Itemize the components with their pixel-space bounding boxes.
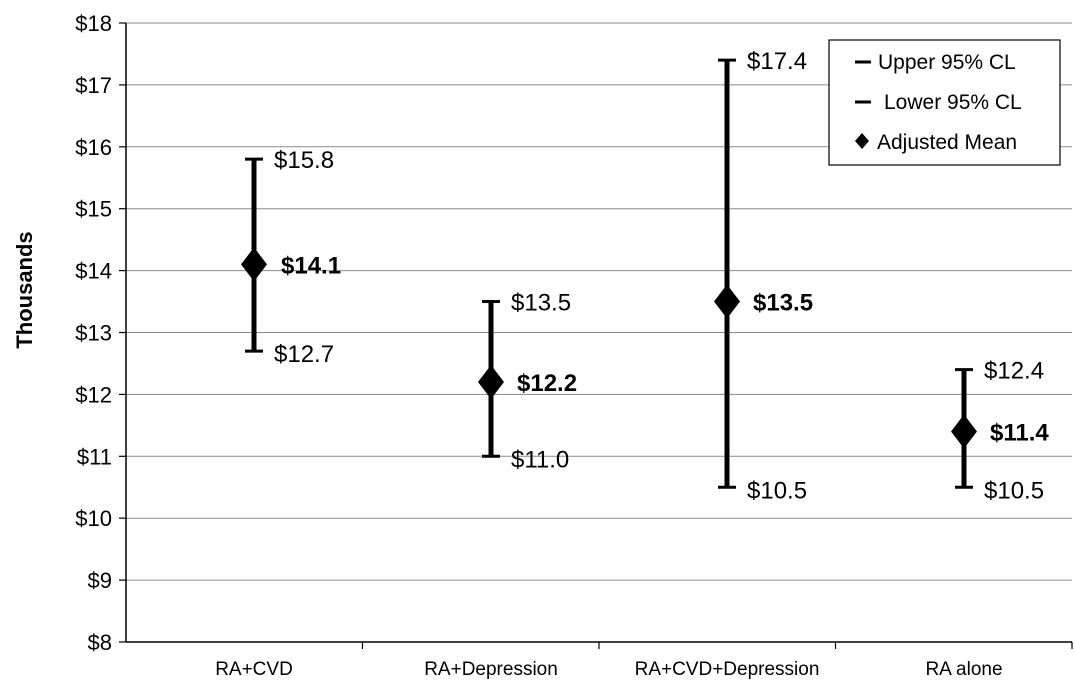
x-category-label: RA+CVD+Depression	[635, 659, 820, 680]
adjusted-mean-label: $11.4	[990, 420, 1049, 447]
adjusted-mean-marker	[714, 284, 740, 319]
legend-lower-label: Lower 95% CL	[884, 91, 1022, 114]
error-bar-group: $17.4 $10.5 $13.5	[714, 48, 813, 504]
legend: Upper 95% CL Lower 95% CL Adjusted Mean	[828, 39, 1061, 166]
y-tick-label: $13	[75, 321, 112, 346]
y-tick-label: $12	[75, 382, 112, 407]
upper-cl-label: $17.4	[747, 48, 807, 75]
y-tick-label: $8	[88, 630, 112, 655]
lower-cl-label: $10.5	[747, 477, 807, 504]
error-bars: $15.8 $12.7 $14.1 $13.5 $11.0 $12.2 $17.4 $10.5…	[241, 48, 1049, 504]
y-tick-labels: $8 $9 $10 $11 $12 $13 $14 $15 $16 $17 $18	[75, 11, 112, 655]
y-tick-label: $10	[75, 506, 112, 531]
lower-cl-label: $12.7	[274, 341, 334, 368]
lower-cl-label: $10.5	[984, 477, 1044, 504]
y-tick-label: $9	[88, 568, 112, 593]
y-tick-label: $11	[77, 444, 112, 469]
x-category-labels: RA+CVD RA+Depression RA+CVD+Depression RA a…	[215, 659, 1002, 680]
error-bar-group: $12.4 $10.5 $11.4	[951, 358, 1049, 504]
adjusted-mean-label: $13.5	[753, 290, 813, 317]
error-bar-group: $15.8 $12.7 $14.1	[241, 147, 341, 368]
x-category-label: RA+CVD	[215, 659, 293, 680]
adjusted-mean-marker	[951, 414, 977, 449]
y-tick-label: $16	[75, 135, 112, 160]
y-axis-title: Thousands	[12, 231, 37, 348]
axes	[119, 22, 1073, 649]
error-bar-group: $13.5 $11.0 $12.2	[478, 290, 577, 473]
legend-mean-marker	[855, 133, 869, 149]
y-tick-label: $17	[75, 73, 112, 98]
x-category-label: RA alone	[925, 659, 1002, 680]
upper-cl-label: $12.4	[984, 358, 1044, 385]
y-tick-label: $14	[75, 259, 112, 284]
upper-cl-label: $13.5	[511, 290, 571, 317]
lower-cl-label: $11.0	[511, 446, 569, 473]
x-category-label: RA+Depression	[424, 659, 558, 680]
gridlines	[126, 22, 1072, 581]
adjusted-mean-marker	[478, 365, 504, 400]
legend-upper-label: Upper 95% CL	[878, 51, 1016, 74]
y-tick-label: $15	[75, 197, 112, 222]
adjusted-mean-label: $14.1	[281, 252, 341, 279]
adjusted-mean-marker	[241, 247, 267, 282]
y-tick-label: $18	[75, 11, 112, 36]
upper-cl-label: $15.8	[274, 147, 334, 174]
legend-mean-label: Adjusted Mean	[877, 131, 1017, 154]
adjusted-mean-label: $12.2	[517, 370, 577, 397]
